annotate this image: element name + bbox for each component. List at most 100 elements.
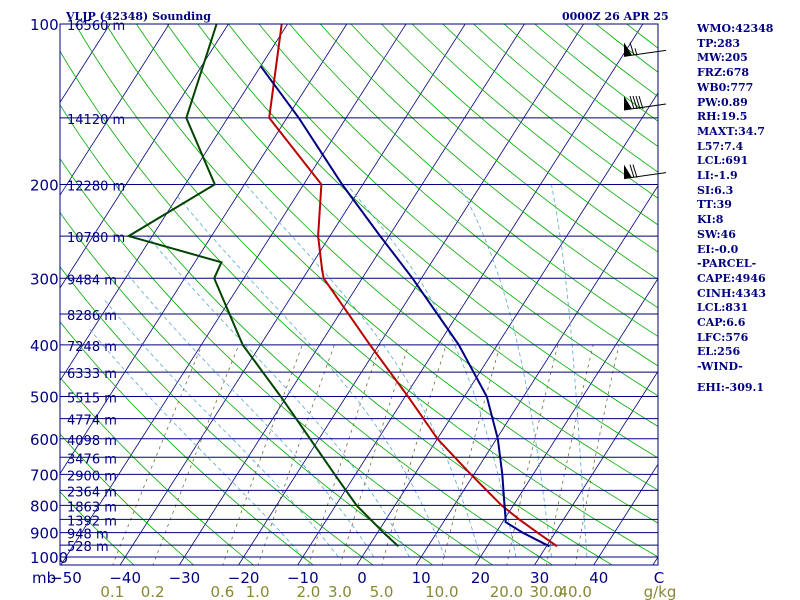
dry-adiabat-line bbox=[381, 24, 658, 253]
chart-title: VLJP (42348) Sounding bbox=[65, 10, 211, 23]
ehi-line: EHI:-309.1 bbox=[697, 380, 764, 394]
isotherm-line bbox=[0, 12, 58, 570]
index-line: CAPE:4946 bbox=[697, 271, 766, 285]
pressure-tick-label: 800 bbox=[30, 497, 59, 515]
wind-barb-layer bbox=[623, 42, 667, 180]
dry-adiabat-line bbox=[60, 211, 434, 565]
temperature-tick-label: −20 bbox=[228, 569, 260, 587]
height-label: 528 m bbox=[67, 540, 109, 555]
mixing-ratio-line bbox=[112, 344, 203, 565]
temperature-tick-label: −10 bbox=[287, 569, 319, 587]
index-line: PW:0.89 bbox=[697, 95, 748, 109]
index-line: L57:7.4 bbox=[697, 139, 744, 153]
pressure-tick-label: 1000 bbox=[30, 549, 68, 567]
isotherm-line bbox=[297, 24, 644, 565]
height-label: 14120 m bbox=[67, 113, 125, 128]
dry-adiabat-line bbox=[60, 376, 255, 565]
mixing-ratio-line bbox=[381, 344, 447, 565]
dry-adiabat-line bbox=[60, 50, 613, 565]
index-line: RH:19.5 bbox=[697, 110, 748, 124]
temperature-tick-label: 10 bbox=[412, 569, 431, 587]
index-line: SW:46 bbox=[697, 227, 736, 241]
mixing-ratio-label: 30.0 bbox=[530, 583, 563, 600]
height-label: 7248 m bbox=[67, 340, 117, 355]
isotherm-line bbox=[356, 92, 658, 565]
wind-barb-half-feather bbox=[634, 48, 638, 56]
dry-adiabat-line bbox=[105, 24, 658, 524]
isotherm-line bbox=[474, 277, 658, 565]
dry-adiabat-line bbox=[442, 24, 658, 199]
mixing-ratio-line bbox=[574, 344, 620, 565]
mixing-ratio-line bbox=[441, 344, 501, 565]
mixing-ratio-label: 10.0 bbox=[425, 583, 458, 600]
moist-adiabat-line bbox=[245, 184, 481, 558]
moist-adiabat-line bbox=[104, 300, 339, 558]
temperature-tick-label: 30 bbox=[530, 569, 549, 587]
pressure-unit-label: mb bbox=[32, 569, 56, 587]
mixing-ratio-label: 0.2 bbox=[141, 583, 165, 600]
index-line: -PARCEL- bbox=[697, 257, 757, 271]
temperature-tick-label: −50 bbox=[50, 569, 82, 587]
index-line: EL:256 bbox=[697, 345, 741, 359]
isotherm-line bbox=[60, 24, 348, 475]
wind-barb bbox=[623, 95, 667, 111]
isotherm-line bbox=[593, 463, 658, 565]
temperature-profile-line bbox=[268, 24, 558, 548]
temperature-tick-label: −30 bbox=[169, 569, 201, 587]
dry-adiabat-line bbox=[74, 24, 658, 558]
mixing-ratio-label: 2.0 bbox=[296, 583, 320, 600]
pressure-tick-label: 400 bbox=[30, 337, 59, 355]
mixing-ratio-label: 20.0 bbox=[490, 583, 523, 600]
mixing-ratio-label: 0.6 bbox=[210, 583, 234, 600]
isotherm-line bbox=[60, 24, 289, 382]
index-line: LI:-1.9 bbox=[697, 169, 738, 183]
height-label: 9484 m bbox=[67, 273, 117, 288]
moist-adiabat-line bbox=[147, 235, 410, 558]
mixing-ratio-unit-label: g/kg bbox=[644, 583, 677, 600]
pressure-tick-label: 300 bbox=[30, 270, 59, 288]
dry-adiabat-line bbox=[319, 24, 658, 309]
isotherm-line bbox=[534, 370, 658, 565]
moist-adiabat-line bbox=[176, 195, 446, 558]
height-label: 16560 m bbox=[67, 19, 125, 34]
index-line: WMO:42348 bbox=[697, 22, 774, 35]
dry-adiabat-line bbox=[472, 24, 658, 173]
dewpoint-profile-line bbox=[126, 24, 400, 548]
temperature-tick-label: 40 bbox=[589, 569, 608, 587]
series-layer bbox=[126, 24, 558, 548]
mixing-ratio-label: 5.0 bbox=[370, 583, 394, 600]
dry-adiabat-line bbox=[258, 24, 658, 367]
isotherm-line bbox=[60, 24, 170, 196]
height-label: 2364 m bbox=[67, 485, 117, 500]
wind-barb-feather bbox=[635, 95, 641, 110]
dry-adiabat-line bbox=[289, 24, 658, 337]
index-line: SI:6.3 bbox=[697, 183, 734, 197]
pressure-tick-label: 100 bbox=[30, 16, 59, 34]
temperature-tick-label: 0 bbox=[357, 569, 367, 587]
dry-adiabat-line bbox=[60, 321, 314, 565]
mixing-ratio-line bbox=[546, 344, 594, 565]
dry-adiabat-line bbox=[60, 433, 195, 565]
dry-adiabat-line bbox=[197, 24, 658, 427]
mixing-ratio-label: 40.0 bbox=[558, 583, 591, 600]
pressure-tick-label: 600 bbox=[30, 431, 59, 449]
index-line: EI:-0.0 bbox=[697, 242, 739, 256]
isotherm-line bbox=[178, 24, 525, 565]
height-label: 12280 m bbox=[67, 179, 125, 194]
height-label: 4098 m bbox=[67, 434, 117, 449]
height-label: 3476 m bbox=[67, 452, 117, 467]
height-label: 10780 m bbox=[67, 231, 125, 246]
height-label: 1863 m bbox=[67, 500, 117, 515]
dry-adiabat-line bbox=[135, 24, 658, 491]
dry-adiabat-line bbox=[350, 24, 658, 281]
wind-barb-feather bbox=[638, 95, 644, 110]
index-line: MAXT:34.7 bbox=[697, 124, 765, 138]
index-line: -WIND- bbox=[697, 360, 743, 374]
index-line: MW:205 bbox=[697, 51, 748, 65]
index-line: CAP:6.6 bbox=[697, 316, 746, 330]
height-label: 8286 m bbox=[67, 309, 117, 324]
temperature-tick-label: 20 bbox=[471, 569, 490, 587]
wind-barb-pennant bbox=[624, 96, 632, 111]
